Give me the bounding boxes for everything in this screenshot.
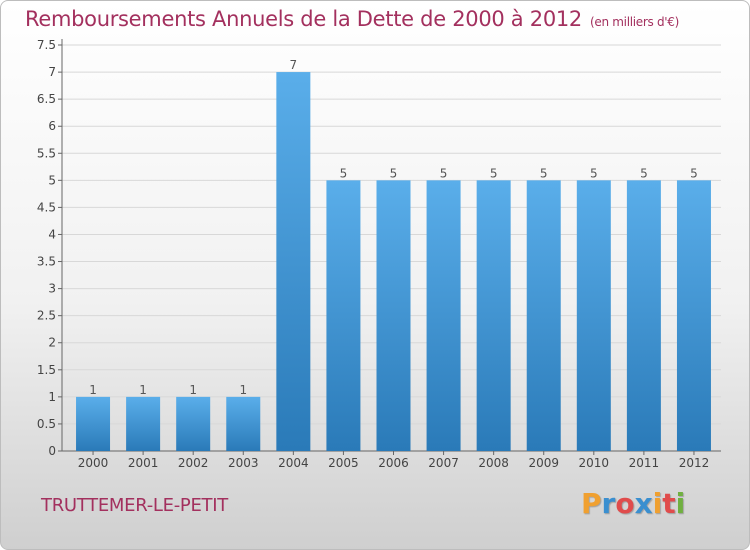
y-tick-label: 2.5 (37, 309, 56, 323)
data-label: 1 (89, 383, 97, 397)
bar-2008 (476, 180, 511, 452)
title-unit: (en milliers d'€) (590, 15, 680, 29)
logo-letter: i (652, 487, 663, 520)
data-label: 5 (590, 166, 598, 180)
x-tick-label: 2012 (679, 456, 710, 470)
y-tick-label: 6 (48, 119, 56, 133)
x-tick-label: 2008 (478, 456, 509, 470)
y-tick-label: 0 (48, 444, 56, 458)
data-label: 5 (640, 166, 648, 180)
proxiti-logo: Proxiti (581, 487, 685, 520)
x-tick-label: 2010 (579, 456, 610, 470)
data-label: 5 (490, 166, 498, 180)
logo-letter: r (601, 487, 616, 520)
y-tick-label: 1.5 (37, 363, 56, 377)
title-text: Remboursements Annuels de la Dette de 20… (25, 7, 582, 31)
bar-2010 (576, 180, 611, 452)
x-tick-label: 2004 (278, 456, 309, 470)
logo-letter: o (615, 487, 635, 520)
bar-2005 (326, 180, 361, 452)
y-tick-label: 5 (48, 173, 56, 187)
commune-name: TRUTTEMER-LE-PETIT (41, 495, 228, 516)
bar-2003 (226, 396, 261, 451)
bar-2004 (276, 72, 311, 452)
labels: 0 0.5 1 1.5 2 2.5 3 3.5 4 4.5 5 5.5 6 6.5 7 7.5 2000 1 200… (37, 38, 709, 470)
y-tick-label: 1 (48, 390, 56, 404)
x-tick-label: 2011 (629, 456, 660, 470)
y-tick-label: 7.5 (37, 38, 56, 52)
y-tick-label: 2 (48, 336, 56, 350)
logo-letter: P (581, 487, 602, 520)
data-label: 1 (189, 383, 197, 397)
data-label: 1 (139, 383, 147, 397)
logo-letter: t (662, 487, 676, 520)
logo-letter: i (675, 487, 686, 520)
x-tick-label: 2003 (228, 456, 259, 470)
y-tick-label: 3 (48, 282, 56, 296)
x-tick-label: 2002 (178, 456, 209, 470)
bar-2007 (426, 180, 461, 452)
y-tick-label: 4 (48, 227, 56, 241)
bar-2002 (176, 396, 211, 451)
bar-2006 (376, 180, 411, 452)
bar-2001 (126, 396, 161, 451)
y-tick-label: 4.5 (37, 200, 56, 214)
y-tick-label: 3.5 (37, 255, 56, 269)
x-tick-label: 2009 (528, 456, 559, 470)
x-tick-label: 2007 (428, 456, 459, 470)
data-label: 5 (340, 166, 348, 180)
x-tick-label: 2005 (328, 456, 359, 470)
data-label: 1 (239, 383, 247, 397)
data-label: 7 (290, 58, 298, 72)
data-label: 5 (690, 166, 698, 180)
x-tick-label: 2000 (78, 456, 109, 470)
bar-2009 (526, 180, 561, 452)
y-tick-label: 0.5 (37, 417, 56, 431)
logo-letter: x (634, 487, 653, 520)
bar-2000 (76, 396, 111, 451)
bar-2011 (626, 180, 661, 452)
y-tick-label: 5.5 (37, 146, 56, 160)
data-label: 5 (390, 166, 398, 180)
bars (76, 72, 711, 452)
bar-2012 (676, 180, 711, 452)
data-label: 5 (440, 166, 448, 180)
y-tick-label: 7 (48, 65, 56, 79)
x-tick-label: 2006 (378, 456, 409, 470)
data-label: 5 (540, 166, 548, 180)
x-tick-label: 2001 (128, 456, 159, 470)
y-tick-label: 6.5 (37, 92, 56, 106)
chart-title: Remboursements Annuels de la Dette de 20… (25, 7, 679, 31)
